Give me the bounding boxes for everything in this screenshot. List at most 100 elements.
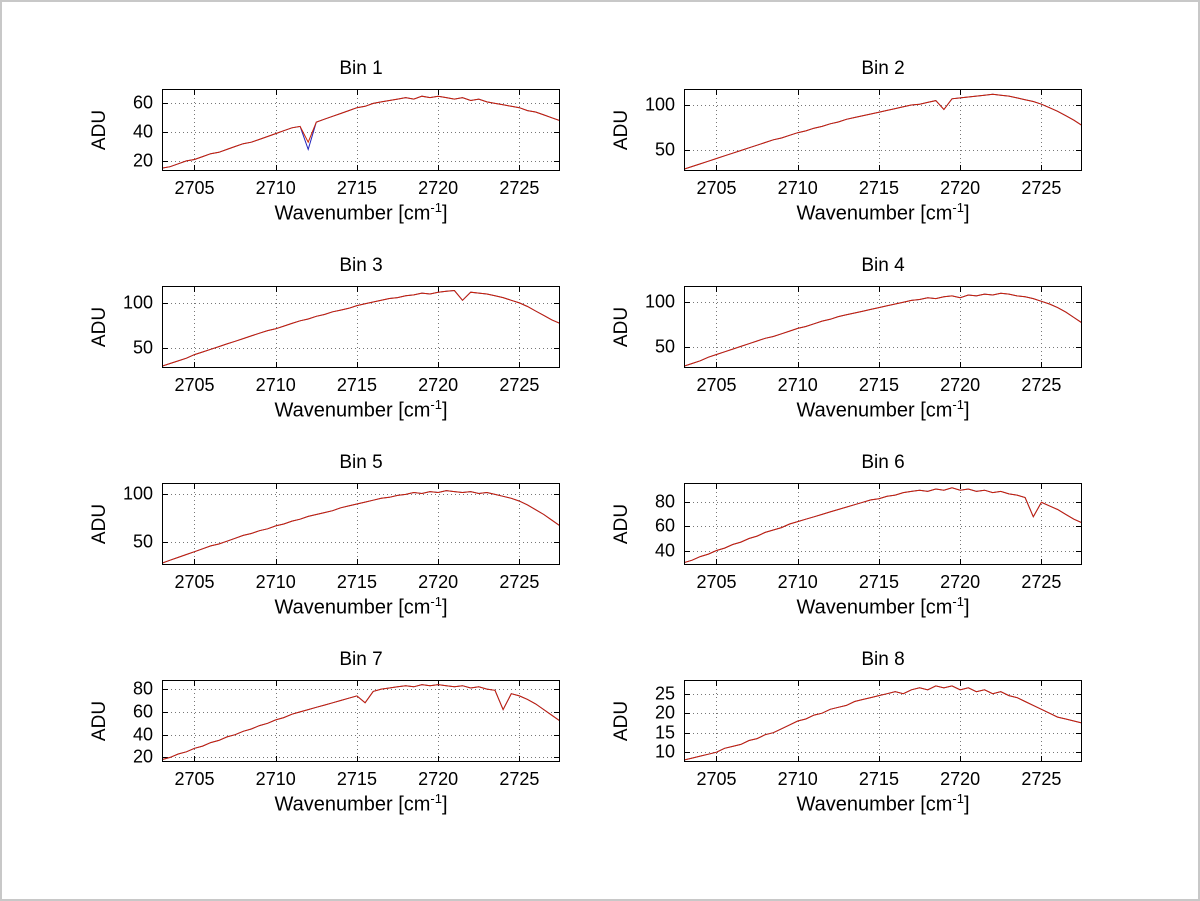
x-tick-label: 2720 <box>940 769 981 789</box>
subplot-title: Bin 2 <box>861 58 905 79</box>
x-tick-label: 2725 <box>1021 572 1062 592</box>
axes-canvas <box>162 286 560 368</box>
x-tick-label: 2725 <box>499 375 540 395</box>
axes-canvas <box>684 680 1082 762</box>
axes-canvas <box>162 680 560 762</box>
x-tick-label: 2705 <box>696 178 737 198</box>
y-tick-label: 60 <box>132 701 153 722</box>
spectrum-line-blue <box>684 487 1082 564</box>
x-axis-label: Wavenumber [cm-1] <box>274 397 448 422</box>
subplot-title: Bin 8 <box>861 649 905 670</box>
spectrum-line-blue <box>162 490 560 564</box>
y-tick-label: 50 <box>132 337 153 357</box>
y-tick-labels: 50 100 <box>602 286 675 368</box>
subplot-bin-5: Bin 5 ADU 50 100 2705 2710 2715 2720 2725 Wav… <box>2 428 602 625</box>
y-tick-label: 20 <box>654 702 675 723</box>
x-tick-label: 2710 <box>255 375 296 395</box>
plot-area <box>162 483 560 565</box>
x-tick-label: 2710 <box>777 375 818 395</box>
x-tick-labels: 2705 2710 2715 2720 2725 <box>684 375 1082 397</box>
spectrum-line-red <box>684 292 1082 367</box>
x-tick-label: 2725 <box>499 769 540 789</box>
y-tick-label: 15 <box>654 722 675 743</box>
x-tick-label: 2720 <box>940 178 981 198</box>
x-tick-label: 2705 <box>696 769 737 789</box>
y-tick-labels: 50 100 <box>2 286 153 368</box>
y-tick-label: 60 <box>654 515 675 536</box>
x-tick-label: 2705 <box>174 178 215 198</box>
subplot-bin-4: Bin 4 ADU 50 100 2705 2710 2715 2720 2725 Wav… <box>602 231 1198 428</box>
axes-box <box>684 483 1082 565</box>
spectrum-line-blue <box>684 292 1082 367</box>
axes-canvas <box>162 89 560 171</box>
x-tick-label: 2715 <box>336 375 377 395</box>
subplot-title: Bin 6 <box>861 452 905 473</box>
subplot-bin-8: Bin 8 ADU 10 15 20 25 2705 2710 2715 2720 2725 … <box>602 625 1198 822</box>
x-tick-label: 2720 <box>418 375 459 395</box>
axes-box <box>162 89 560 171</box>
y-tick-label: 40 <box>132 724 153 745</box>
axes-box <box>162 483 560 565</box>
x-tick-label: 2705 <box>696 375 737 395</box>
x-tick-labels: 2705 2710 2715 2720 2725 <box>162 769 560 791</box>
x-tick-label: 2725 <box>499 572 540 592</box>
x-tick-label: 2720 <box>940 375 981 395</box>
y-tick-label: 100 <box>122 292 153 313</box>
x-axis-label: Wavenumber [cm-1] <box>796 397 970 422</box>
subplot-title: Bin 4 <box>861 255 905 276</box>
x-tick-label: 2710 <box>255 178 296 198</box>
x-tick-label: 2715 <box>858 769 899 789</box>
x-axis-label: Wavenumber [cm-1] <box>274 594 448 619</box>
x-tick-label: 2715 <box>336 572 377 592</box>
y-tick-labels: 10 15 20 25 <box>602 680 675 762</box>
spectrum-line-red <box>162 289 560 367</box>
y-tick-label: 40 <box>132 121 153 142</box>
spectrum-line-red <box>162 490 560 564</box>
x-tick-labels: 2705 2710 2715 2720 2725 <box>162 375 560 397</box>
x-tick-label: 2725 <box>499 178 540 198</box>
x-tick-label: 2725 <box>1021 375 1062 395</box>
spectrum-line-blue <box>162 289 560 367</box>
x-tick-labels: 2705 2710 2715 2720 2725 <box>162 572 560 594</box>
y-tick-label: 20 <box>132 746 153 767</box>
plot-area <box>684 286 1082 368</box>
x-tick-label: 2725 <box>1021 769 1062 789</box>
y-tick-label: 80 <box>132 678 153 699</box>
y-tick-labels: 50 100 <box>2 483 153 565</box>
x-tick-label: 2715 <box>858 572 899 592</box>
y-tick-label: 50 <box>132 531 153 552</box>
x-axis-label: Wavenumber [cm-1] <box>274 791 448 816</box>
spectrum-line-red <box>162 684 560 761</box>
x-tick-label: 2725 <box>1021 178 1062 198</box>
axes-box <box>162 680 560 762</box>
x-tick-label: 2720 <box>418 572 459 592</box>
plot-area <box>684 680 1082 762</box>
y-tick-label: 80 <box>654 491 675 512</box>
axes-box <box>162 286 560 368</box>
x-tick-label: 2715 <box>858 375 899 395</box>
spectrum-line-red <box>684 685 1082 761</box>
y-tick-labels: 40 60 80 <box>602 483 675 565</box>
x-axis-label: Wavenumber [cm-1] <box>796 791 970 816</box>
spectrum-line-blue <box>684 93 1082 170</box>
x-tick-label: 2705 <box>174 375 215 395</box>
x-tick-labels: 2705 2710 2715 2720 2725 <box>684 572 1082 594</box>
y-tick-label: 10 <box>654 741 675 762</box>
subplot-bin-2: Bin 2 ADU 50 100 2705 2710 2715 2720 2725 Wav… <box>602 34 1198 231</box>
subplot-bin-3: Bin 3 ADU 50 100 2705 2710 2715 2720 2725 Wav… <box>2 231 602 428</box>
spectrum-line-blue <box>162 684 560 761</box>
axes-canvas <box>684 89 1082 171</box>
spectrum-line-blue <box>684 685 1082 761</box>
subplot-title: Bin 5 <box>339 452 383 473</box>
subplot-title: Bin 1 <box>339 58 383 79</box>
subplot-title: Bin 3 <box>339 255 383 276</box>
x-tick-label: 2715 <box>858 178 899 198</box>
subplot-title: Bin 7 <box>339 649 383 670</box>
x-tick-label: 2715 <box>336 769 377 789</box>
x-tick-label: 2710 <box>777 769 818 789</box>
y-tick-labels: 20 40 60 <box>2 89 153 171</box>
plot-area <box>684 483 1082 565</box>
y-tick-label: 50 <box>654 139 675 160</box>
subplot-bin-6: Bin 6 ADU 40 60 80 2705 2710 2715 2720 2725 Wa… <box>602 428 1198 625</box>
y-tick-labels: 50 100 <box>602 89 675 171</box>
